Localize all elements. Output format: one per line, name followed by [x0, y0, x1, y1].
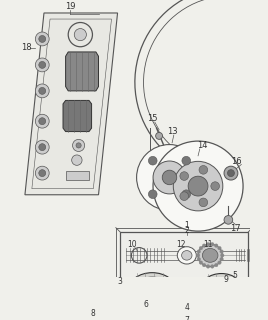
Text: 10: 10 — [128, 240, 137, 250]
Text: 5: 5 — [233, 271, 238, 280]
Polygon shape — [63, 100, 92, 132]
Ellipse shape — [198, 244, 222, 267]
Circle shape — [182, 190, 191, 198]
Circle shape — [180, 192, 189, 201]
Ellipse shape — [128, 273, 176, 307]
Circle shape — [39, 87, 46, 94]
Text: 17: 17 — [230, 224, 241, 233]
Circle shape — [39, 170, 46, 177]
Circle shape — [224, 216, 233, 224]
Ellipse shape — [182, 251, 192, 260]
Text: 19: 19 — [65, 3, 75, 12]
Ellipse shape — [200, 274, 243, 307]
Circle shape — [148, 190, 157, 198]
Text: 14: 14 — [197, 141, 208, 150]
Text: 12: 12 — [176, 240, 185, 250]
Circle shape — [35, 166, 49, 180]
Circle shape — [153, 141, 243, 231]
Circle shape — [72, 155, 82, 165]
FancyBboxPatch shape — [120, 232, 248, 320]
FancyBboxPatch shape — [66, 172, 89, 180]
Circle shape — [211, 243, 214, 246]
Circle shape — [156, 132, 163, 140]
Circle shape — [73, 140, 85, 151]
Polygon shape — [25, 13, 118, 195]
Circle shape — [220, 250, 223, 253]
Circle shape — [39, 36, 46, 43]
Circle shape — [202, 244, 206, 247]
Circle shape — [197, 258, 200, 261]
Circle shape — [220, 258, 223, 261]
Circle shape — [206, 265, 210, 268]
Circle shape — [180, 172, 189, 180]
Circle shape — [221, 254, 224, 257]
Circle shape — [153, 161, 186, 194]
Ellipse shape — [179, 284, 195, 296]
Text: 3: 3 — [118, 277, 122, 286]
Text: 18: 18 — [21, 43, 32, 52]
Circle shape — [39, 144, 46, 151]
Text: 15: 15 — [147, 114, 157, 123]
Circle shape — [211, 182, 219, 190]
Circle shape — [202, 263, 206, 267]
Text: 13: 13 — [167, 127, 177, 136]
Circle shape — [148, 156, 157, 165]
Circle shape — [197, 250, 200, 253]
Circle shape — [218, 261, 221, 264]
Circle shape — [199, 165, 208, 174]
Text: 1: 1 — [184, 220, 189, 229]
Circle shape — [95, 291, 102, 298]
Circle shape — [173, 161, 223, 211]
Ellipse shape — [177, 247, 196, 264]
Circle shape — [224, 166, 238, 180]
Circle shape — [35, 58, 49, 72]
Text: 2: 2 — [184, 226, 189, 235]
Circle shape — [188, 176, 208, 196]
Polygon shape — [66, 52, 99, 91]
Circle shape — [35, 140, 49, 154]
Text: 8: 8 — [91, 309, 96, 318]
Circle shape — [35, 32, 49, 46]
Circle shape — [206, 243, 210, 246]
Ellipse shape — [205, 278, 238, 302]
Circle shape — [39, 61, 46, 68]
Circle shape — [137, 145, 202, 210]
Circle shape — [211, 265, 214, 268]
Text: 9: 9 — [223, 275, 228, 284]
Text: 6: 6 — [144, 300, 148, 309]
Circle shape — [228, 170, 234, 177]
Circle shape — [218, 246, 221, 250]
Circle shape — [85, 305, 93, 313]
Text: 7: 7 — [184, 316, 189, 320]
Circle shape — [35, 114, 49, 128]
Circle shape — [214, 263, 218, 267]
Text: 11: 11 — [204, 240, 213, 250]
Circle shape — [35, 84, 49, 98]
Circle shape — [162, 170, 177, 185]
Circle shape — [182, 156, 191, 165]
Circle shape — [199, 261, 203, 264]
Circle shape — [199, 246, 203, 250]
Circle shape — [199, 198, 208, 207]
Circle shape — [214, 244, 218, 247]
Ellipse shape — [174, 280, 200, 300]
Ellipse shape — [202, 248, 218, 262]
Circle shape — [196, 254, 200, 257]
Circle shape — [39, 118, 46, 125]
Text: 16: 16 — [231, 156, 241, 165]
Circle shape — [76, 143, 81, 148]
Circle shape — [74, 28, 86, 41]
Ellipse shape — [134, 277, 170, 303]
Text: 4: 4 — [184, 303, 189, 312]
